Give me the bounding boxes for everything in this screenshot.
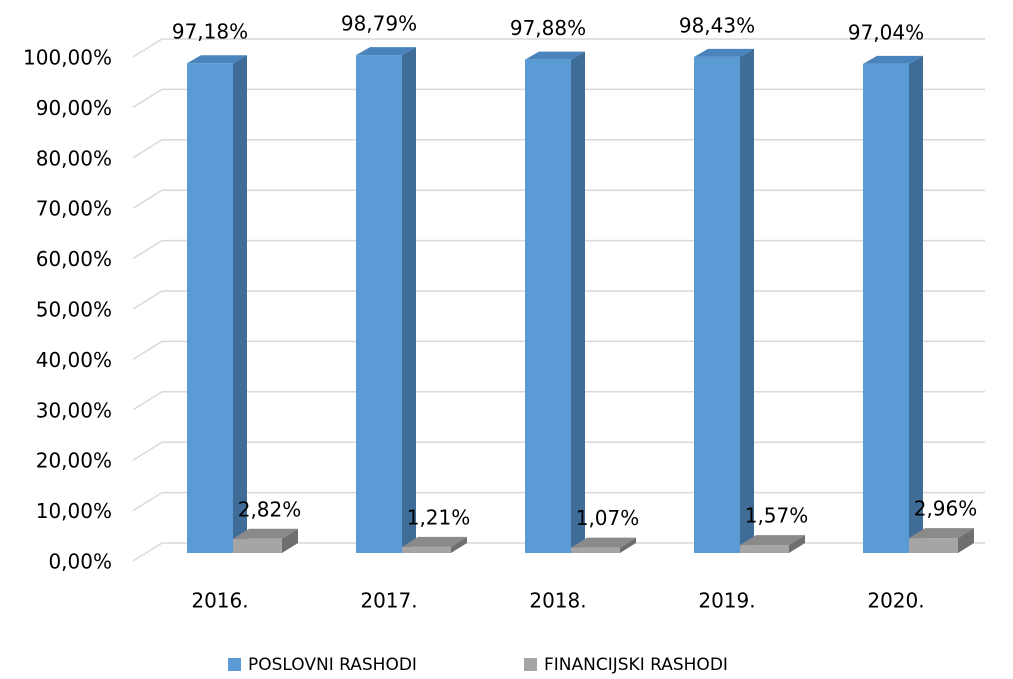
data-label: 98,79% bbox=[341, 12, 417, 36]
y-tick-label: 30,00% bbox=[36, 398, 112, 422]
bar-side bbox=[282, 528, 298, 553]
y-tick-label: 100,00% bbox=[23, 46, 112, 70]
legend-swatch bbox=[524, 658, 537, 671]
x-tick-label: 2018. bbox=[529, 589, 586, 613]
bar-top bbox=[187, 55, 247, 64]
bar-top bbox=[863, 55, 923, 64]
x-tick-label: 2019. bbox=[698, 589, 755, 613]
grid-line bbox=[132, 542, 163, 562]
bar-top bbox=[740, 535, 805, 546]
y-tick-label: 50,00% bbox=[36, 298, 112, 322]
bar-top bbox=[909, 528, 974, 539]
y-tick-label: 40,00% bbox=[36, 348, 112, 372]
data-label: 1,07% bbox=[576, 506, 640, 530]
legend-swatch bbox=[228, 658, 241, 671]
data-label: 98,43% bbox=[679, 13, 755, 37]
bar-side bbox=[402, 47, 416, 554]
grid-line bbox=[132, 38, 163, 58]
grid-line bbox=[132, 139, 163, 159]
data-label: 1,21% bbox=[407, 505, 471, 529]
y-tick-label: 70,00% bbox=[36, 197, 112, 221]
bar bbox=[402, 546, 451, 553]
bar-side bbox=[620, 537, 636, 553]
legend-label: FINANCIJSKI RASHODI bbox=[544, 655, 728, 675]
bar bbox=[233, 538, 282, 553]
bar-side bbox=[571, 51, 585, 553]
grid-line bbox=[132, 88, 163, 109]
y-tick-label: 0,00% bbox=[48, 550, 112, 574]
bar-side bbox=[958, 528, 974, 553]
grid-line bbox=[132, 491, 163, 512]
grid-line bbox=[132, 340, 163, 361]
y-tick-label: 10,00% bbox=[36, 499, 112, 523]
data-label: 2,96% bbox=[914, 497, 978, 521]
bar bbox=[909, 538, 958, 553]
grid-line bbox=[132, 391, 163, 411]
bar-side bbox=[740, 48, 754, 553]
grid-line bbox=[132, 290, 163, 310]
grid-line bbox=[132, 239, 163, 260]
bar-side bbox=[451, 536, 467, 553]
data-label: 1,57% bbox=[745, 504, 809, 528]
y-tick-label: 20,00% bbox=[36, 449, 112, 473]
data-label: 97,88% bbox=[510, 16, 586, 40]
bar-side bbox=[909, 55, 923, 554]
bar bbox=[571, 547, 620, 553]
y-tick-label: 60,00% bbox=[36, 247, 112, 271]
bar bbox=[525, 59, 571, 553]
bar-top bbox=[694, 48, 754, 57]
bar bbox=[740, 545, 789, 553]
legend-label: POSLOVNI RASHODI bbox=[248, 655, 417, 675]
bar-top bbox=[571, 537, 636, 548]
bar-top bbox=[233, 528, 298, 539]
grid-line bbox=[132, 189, 163, 209]
data-label: 97,04% bbox=[848, 20, 924, 44]
bar bbox=[187, 63, 233, 553]
bar-top bbox=[525, 51, 585, 60]
x-tick-label: 2020. bbox=[867, 589, 924, 613]
bar-top bbox=[356, 47, 416, 56]
bar bbox=[356, 55, 402, 554]
bar bbox=[694, 56, 740, 553]
bar-side bbox=[233, 55, 247, 553]
bar bbox=[863, 63, 909, 554]
data-label: 2,82% bbox=[238, 497, 302, 521]
x-tick-label: 2016. bbox=[191, 589, 248, 613]
y-tick-label: 80,00% bbox=[36, 146, 112, 170]
bar-side bbox=[789, 535, 805, 553]
x-tick-label: 2017. bbox=[360, 589, 417, 613]
data-label: 97,18% bbox=[172, 20, 248, 44]
bar-top bbox=[402, 536, 467, 547]
grid-line bbox=[132, 441, 163, 461]
y-tick-label: 90,00% bbox=[36, 96, 112, 120]
